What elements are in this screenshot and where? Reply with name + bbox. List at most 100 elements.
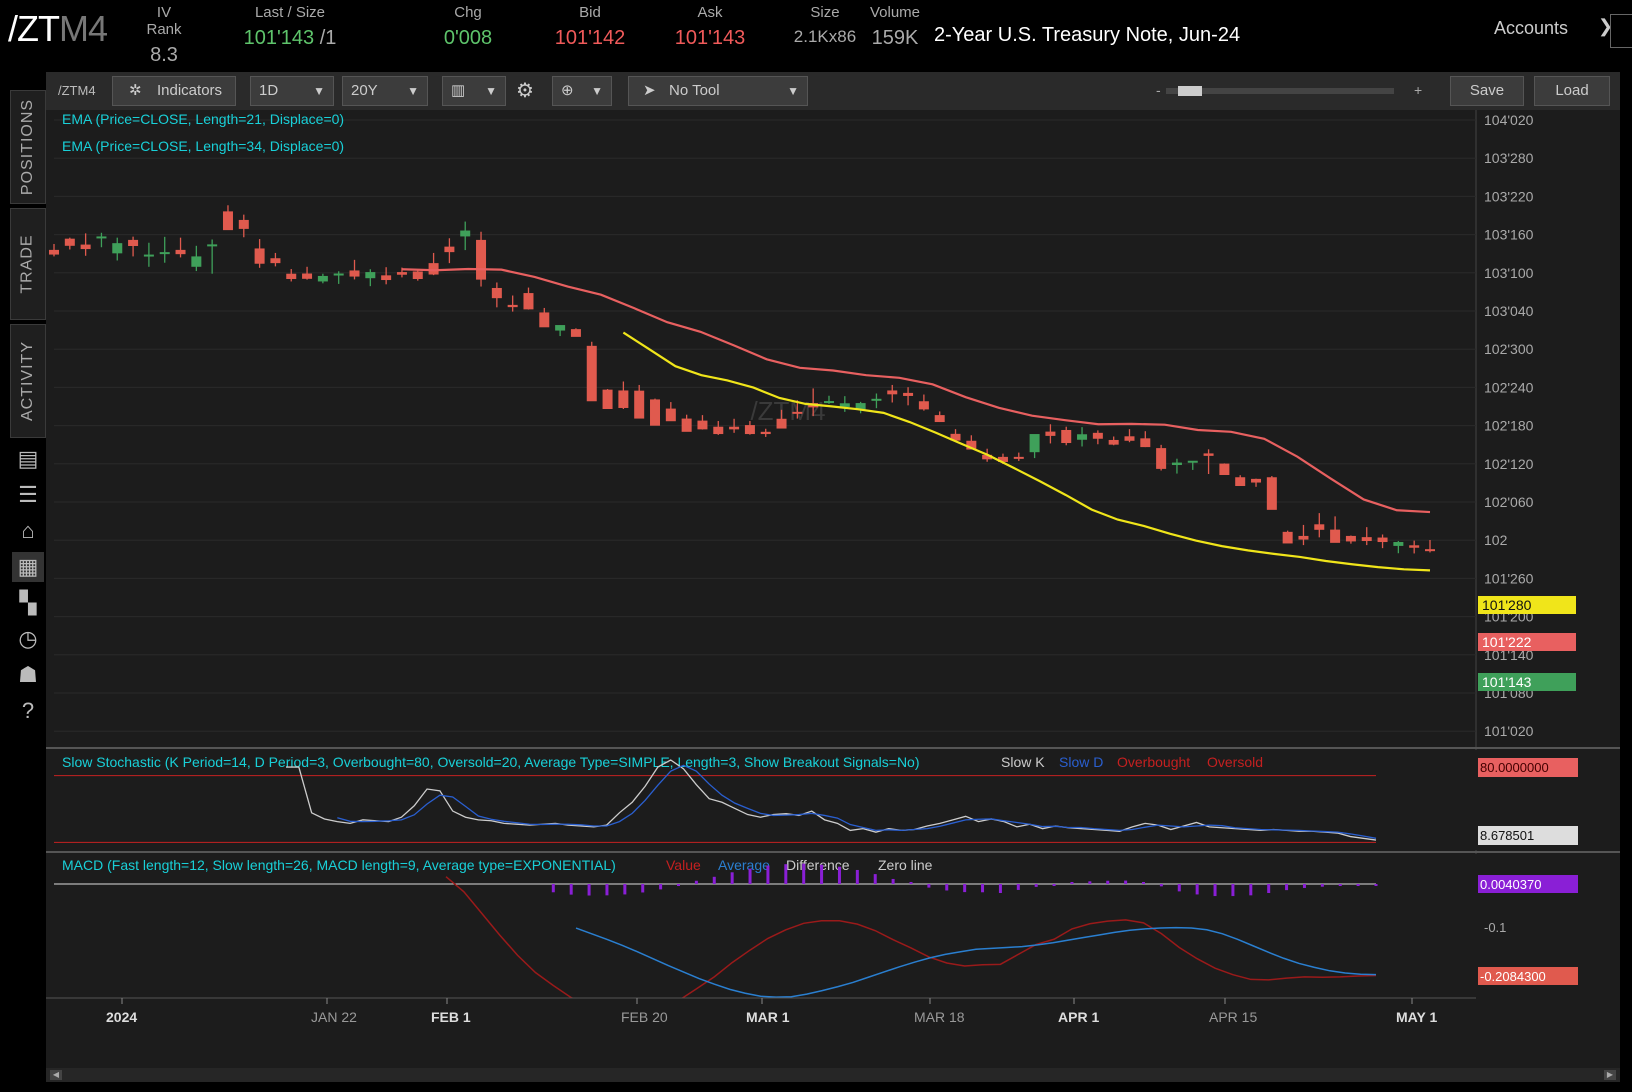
candle-body — [539, 312, 550, 328]
macd-histogram-bar — [1070, 882, 1074, 884]
price-tick-label: 104'020 — [1484, 112, 1534, 128]
horizontal-scrollbar[interactable]: ◀ ▶ — [46, 1068, 1620, 1082]
macd-histogram-bar — [587, 884, 591, 896]
candle-body — [381, 275, 392, 281]
candle-body — [776, 418, 787, 429]
macd-histogram-bar — [551, 884, 555, 893]
candle-body — [1045, 431, 1056, 436]
chart-style-select[interactable]: ▥ ▼ — [442, 76, 506, 106]
macd-histogram-bar — [1016, 884, 1020, 890]
quote-extra: /1 — [319, 27, 337, 49]
stochastic-legend-item: Slow D — [1059, 754, 1103, 770]
drawing-set-select[interactable]: ⊕ ▼ — [552, 76, 612, 106]
accounts-button[interactable]: Accounts — [1494, 18, 1569, 38]
slow-k-line — [286, 759, 1377, 841]
candle-body — [871, 398, 882, 401]
candle-body — [918, 401, 929, 410]
price-tick-label: 102'060 — [1484, 494, 1534, 510]
quote-last-size: Last / Size 101'143 /1 — [232, 4, 348, 50]
macd-bg — [46, 854, 1620, 998]
clock-icon[interactable]: ◷ — [18, 626, 38, 651]
ema34-line — [622, 331, 1431, 572]
time-tick-label: MAY 1 — [1396, 1009, 1437, 1025]
quote-label: Volume — [869, 4, 921, 21]
scroll-right-button[interactable]: ▶ — [1604, 1070, 1616, 1080]
quote-value: 2.1Kx86 — [793, 27, 857, 46]
zoom-out-button[interactable]: - — [1156, 82, 1161, 98]
candle-body — [96, 236, 107, 239]
quote-iv-rank: IV Rank 8.3 — [138, 4, 190, 67]
candle-body — [317, 275, 328, 282]
candle-style-icon: ▥ — [451, 82, 466, 99]
price-tag-label: 101'280 — [1482, 597, 1532, 613]
list-icon[interactable]: ☰ — [18, 482, 38, 507]
quote-ask: Ask 101'143 — [660, 4, 760, 50]
macd-histogram-bar — [998, 884, 1002, 893]
stochastic-pane: Slow Stochastic (K Period=14, D Period=3… — [46, 747, 1620, 853]
chevron-down-icon[interactable]: ❯ — [1598, 16, 1614, 36]
macd-legend-item: Difference — [786, 857, 850, 873]
chart-panel: /ZTM4 ✲ Indicators 1D ▼ 20Y ▼ ▥ ▼ ⚙ ⊕ ▼ ➤ No… — [46, 72, 1620, 1082]
symbol-title[interactable]: /ZTM4 — [8, 8, 108, 50]
quote-header: /ZTM4 IV Rank 8.3 Last / Size 101'143 /1… — [0, 0, 1632, 70]
load-button[interactable]: Load — [1534, 76, 1610, 106]
macd-histogram-bar — [909, 882, 913, 884]
aggregation-select[interactable]: 1D ▼ — [250, 76, 334, 106]
chart-doc-icon[interactable]: ▤ — [17, 446, 39, 471]
price-tick-label: 101'260 — [1484, 570, 1534, 586]
candle-body — [760, 431, 771, 435]
tab-activity[interactable]: ACTIVITY — [10, 324, 46, 438]
candle-body — [997, 456, 1008, 462]
candle-body — [1266, 477, 1277, 510]
people-icon[interactable]: ☗ — [18, 662, 38, 687]
quote-volume: Volume 159K — [864, 4, 926, 50]
scroll-left-button[interactable]: ◀ — [50, 1070, 62, 1080]
charts-icon[interactable]: ▦ — [12, 552, 44, 582]
macd-histogram-bar — [1195, 884, 1199, 895]
settings-gear-icon[interactable]: ⚙ — [516, 80, 534, 102]
macd-histogram-bar — [1320, 884, 1324, 887]
candle-body — [839, 403, 850, 407]
instrument-description: 2-Year U.S. Treasury Note, Jun-24 — [934, 24, 1241, 46]
tv-icon[interactable]: ⌂ — [21, 518, 35, 543]
tab-positions[interactable]: POSITIONS — [10, 90, 46, 204]
macd-histogram-bar — [1356, 884, 1360, 886]
quote-bid: Bid 101'142 — [540, 4, 640, 50]
candle-body — [396, 272, 407, 275]
chevron-down-icon: ▼ — [787, 84, 799, 98]
price-tag-label: 101'143 — [1482, 674, 1532, 690]
chevron-down-icon: ▼ — [313, 84, 325, 98]
candle-body — [570, 329, 581, 337]
candle-body — [634, 390, 645, 419]
macd-histogram-bar — [855, 869, 859, 884]
left-sidebar: POSITIONS TRADE ACTIVITY ▤ ☰ ⌂ ▦ ▚ ◷ ☗ ? — [0, 70, 46, 1092]
macd-average-line — [575, 926, 1377, 998]
tab-trade[interactable]: TRADE — [10, 208, 46, 320]
zoom-slider[interactable] — [1166, 86, 1394, 96]
grid-icon[interactable]: ▚ — [19, 590, 37, 615]
macd-histogram-bar — [1124, 880, 1128, 884]
drawing-tool-select[interactable]: ➤ No Tool ▼ — [628, 76, 808, 106]
zoom-in-button[interactable]: + — [1414, 82, 1423, 98]
time-tick-label: FEB 1 — [431, 1009, 471, 1025]
macd-histogram-bar — [694, 880, 698, 884]
candle-body — [270, 258, 281, 264]
help-icon[interactable]: ? — [21, 698, 35, 723]
macd-histogram-bar — [1034, 884, 1038, 887]
indicators-button[interactable]: ✲ Indicators — [112, 76, 236, 106]
tool-value: No Tool — [669, 82, 720, 99]
time-axis-bg — [46, 998, 1620, 1068]
candle-body — [412, 271, 423, 280]
macd-tag-bg — [1478, 966, 1578, 985]
zoom-slider-handle[interactable] — [1178, 86, 1202, 96]
ema21-study-label: EMA (Price=CLOSE, Length=21, Displace=0) — [62, 111, 344, 127]
save-button[interactable]: Save — [1450, 76, 1524, 106]
candle-body — [650, 399, 661, 426]
chart-canvas[interactable]: 104'020 103'280 103'220 103'160 103'100 103'0… — [46, 110, 1620, 1068]
macd-histogram-bar — [945, 884, 949, 891]
range-select[interactable]: 20Y ▼ — [342, 76, 428, 106]
price-tick-label: 103'280 — [1484, 150, 1534, 166]
quote-value: 101'143 — [674, 27, 746, 49]
candle-body — [1013, 456, 1024, 459]
panel-toggle-button[interactable] — [1610, 14, 1632, 48]
